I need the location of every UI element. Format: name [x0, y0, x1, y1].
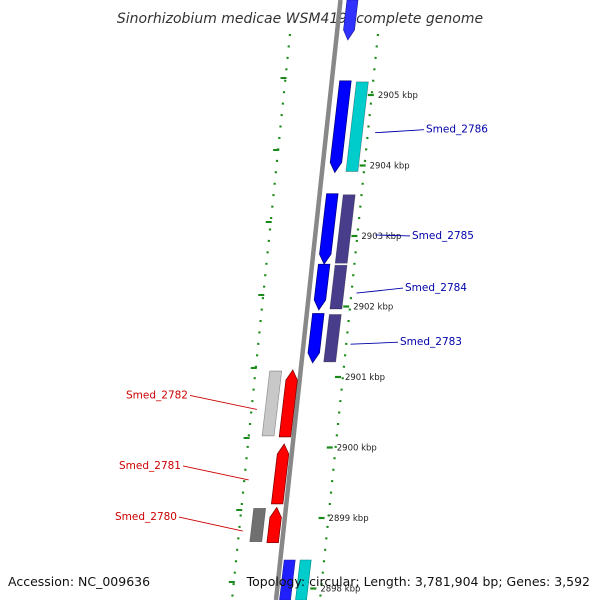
gene-leader-line: [356, 287, 404, 294]
accession-text: Accession: NC_009636: [8, 574, 150, 589]
gene-smed-2783[interactable]: Smed_2783: [307, 313, 462, 364]
gene-leader-line: [182, 465, 249, 481]
scale-tick-label: 2903 kbp: [361, 232, 401, 242]
gene-smed-2780[interactable]: Smed_2780: [115, 506, 282, 544]
scale-ticks: 2905 kbp 2904 kbp 2903 kbp 2902 kbp 2901 kbp…: [310, 91, 418, 595]
scale-tick-label: 2904 kbp: [370, 162, 410, 172]
cog-block-partial: [295, 559, 312, 600]
scale-tick-label: 2900 kbp: [337, 444, 377, 454]
gene-smed-2782[interactable]: Smed_2782: [126, 369, 298, 438]
gene-label[interactable]: Smed_2783: [400, 336, 462, 348]
scale-tick-label: 2902 kbp: [353, 303, 393, 313]
gene-arrow: [271, 443, 290, 505]
gene-label[interactable]: Smed_2786: [426, 124, 488, 136]
gene-arrow: [319, 193, 339, 265]
backbone: [273, 0, 343, 600]
gene-smed-2786[interactable]: Smed_2786: [329, 80, 488, 174]
gene-label[interactable]: Smed_2780: [115, 511, 177, 523]
gene-arrow-partial: [279, 559, 296, 600]
gene-arrow: [266, 506, 282, 544]
cog-block: [345, 81, 369, 172]
gene-leader-line: [375, 234, 411, 237]
scale-tick-label: 2898 kbp: [320, 585, 360, 595]
gene-smed-2784[interactable]: Smed_2784: [313, 263, 467, 311]
cog-block: [249, 508, 267, 543]
scale-tick-label: 2901 kbp: [345, 373, 385, 383]
gene-arrow: [307, 313, 325, 364]
gene-features: Smed_2786 Smed_2785 Smed_2784 Smed_2783 Smed…: [115, 0, 488, 600]
gene-label[interactable]: Smed_2782: [126, 389, 188, 401]
gene-label[interactable]: Smed_2785: [412, 230, 474, 242]
gene-arrow: [313, 263, 331, 311]
gene-leader-line: [375, 129, 425, 134]
map-title: Sinorhizobium medicae WSM419, complete g…: [117, 11, 483, 27]
gene-smed-2781[interactable]: Smed_2781: [119, 443, 290, 505]
gene-leader-line: [178, 516, 243, 532]
backbone-line: [273, 0, 343, 600]
scale-tick-label: 2905 kbp: [378, 91, 418, 101]
ruler-dots: [228, 33, 380, 600]
cog-block: [261, 370, 283, 437]
gene-arrow: [278, 369, 298, 438]
cog-block: [323, 314, 342, 363]
gene-arrow-partial: [343, 0, 359, 41]
gene-arrow: [329, 80, 352, 174]
gene-label[interactable]: Smed_2781: [119, 460, 181, 472]
cog-block: [334, 194, 356, 264]
topology-text: Topology: circular; Length: 3,781,904 bp…: [246, 574, 590, 589]
cog-block: [329, 264, 348, 310]
gene-label[interactable]: Smed_2784: [405, 282, 467, 294]
gene-leader-line: [350, 341, 399, 345]
gene-smed-2785[interactable]: Smed_2785: [319, 193, 475, 265]
scale-tick-label: 2899 kbp: [329, 514, 369, 524]
gene-leader-line: [189, 394, 257, 410]
